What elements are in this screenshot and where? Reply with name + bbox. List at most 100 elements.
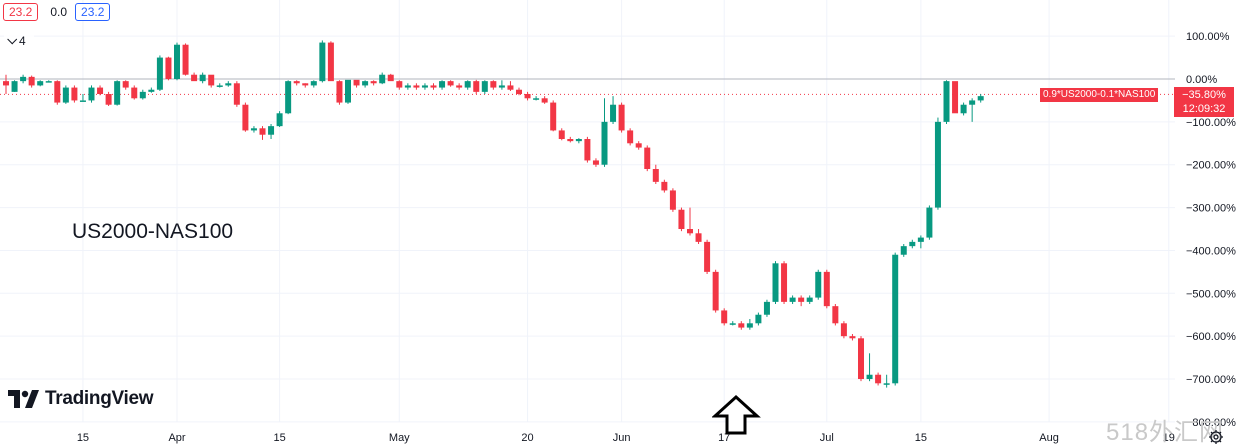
candle [977,94,984,103]
candle [712,269,719,313]
candle-body [430,85,437,88]
indicator-collapse-button[interactable]: 4 [4,33,34,49]
candle-body [652,169,659,182]
candle [934,117,941,210]
candle-body [191,74,198,82]
x-tick-label: 20 [521,432,533,444]
candle-body [926,207,933,238]
candle [678,207,685,232]
candle [473,79,480,95]
candle [79,94,86,102]
x-tick-label: 15 [915,432,927,444]
candle-body [404,85,411,88]
candle [387,73,394,82]
candle-body [661,181,668,191]
candles [3,40,984,388]
y-axis-labels: 100.00% 0.00% −100.00% −200.00% −300.00% −400… [1186,31,1236,429]
candle [71,85,78,103]
candle [661,179,668,193]
candle-body [815,271,822,298]
candle [755,312,762,326]
candle [909,239,916,249]
x-tick-label: 15 [273,432,285,444]
x-tick-label: 17 [718,432,730,444]
candle-body [447,81,454,86]
candle [498,80,505,90]
candle [883,374,890,388]
candle-body [669,190,676,210]
candle-body [182,44,189,75]
candle [823,269,830,309]
candle [404,83,411,90]
y-tick-label: −800.00% [1186,417,1236,429]
candle [721,308,728,326]
candle [952,81,959,114]
candle [122,80,129,90]
chevron-down-icon [7,33,18,44]
candle [97,85,104,96]
candle [336,80,343,105]
x-tick-label: Aug [1039,432,1059,444]
x-tick-label: Jul [820,432,834,444]
candle [490,80,497,90]
candle-body [362,81,369,86]
candle [114,80,121,106]
candle [627,128,634,146]
candle [345,79,351,104]
candle [62,85,69,104]
settings-gear-icon[interactable] [1208,429,1224,445]
candle [20,74,27,84]
candle-body [738,323,745,328]
candle [233,81,240,107]
candle-body [370,81,377,84]
candle [421,83,428,90]
candle [464,80,471,90]
watermark: 518外汇网 [1106,419,1225,446]
candle [943,80,950,125]
candle [840,321,847,339]
candle-body [387,74,394,82]
candle-body [268,126,275,135]
tradingview-logo[interactable]: TradingView [8,388,154,410]
candle-body [840,323,847,337]
candle-body [934,121,941,208]
candle-body [490,81,497,88]
candle-body [729,323,736,325]
y-tick-label: −200.00% [1186,160,1236,172]
candle [575,138,582,144]
candle-body [225,83,232,86]
candle-body [396,81,403,88]
candle [866,353,873,382]
candle [139,89,146,100]
candle-body [592,160,599,165]
candle-body [79,100,86,102]
candle [550,100,557,132]
candle-body [250,128,257,131]
x-tick-label: Jun [613,432,631,444]
candle [798,295,805,307]
y-tick-label: −300.00% [1186,203,1236,215]
candle [892,252,899,386]
candle [310,80,317,88]
candle-body [567,139,574,142]
candle-body [336,81,343,103]
x-axis-labels: 15Apr15May20Jun17Jul15Aug19Sep16 [77,432,1175,444]
x-tick-label: 15 [77,432,89,444]
candle-body [883,383,890,385]
candle [567,136,574,143]
candle [293,80,300,86]
candle-body [199,74,206,82]
candle [131,85,138,100]
candle [182,43,189,76]
candle-body [37,81,44,86]
candle-body [302,83,309,86]
candle [969,98,976,122]
candle-body [62,87,69,103]
candle-body [866,374,873,380]
candle [242,102,249,132]
candle [250,126,257,133]
candle-body [473,81,480,92]
candle-body [20,76,27,82]
candle-body [45,81,52,83]
